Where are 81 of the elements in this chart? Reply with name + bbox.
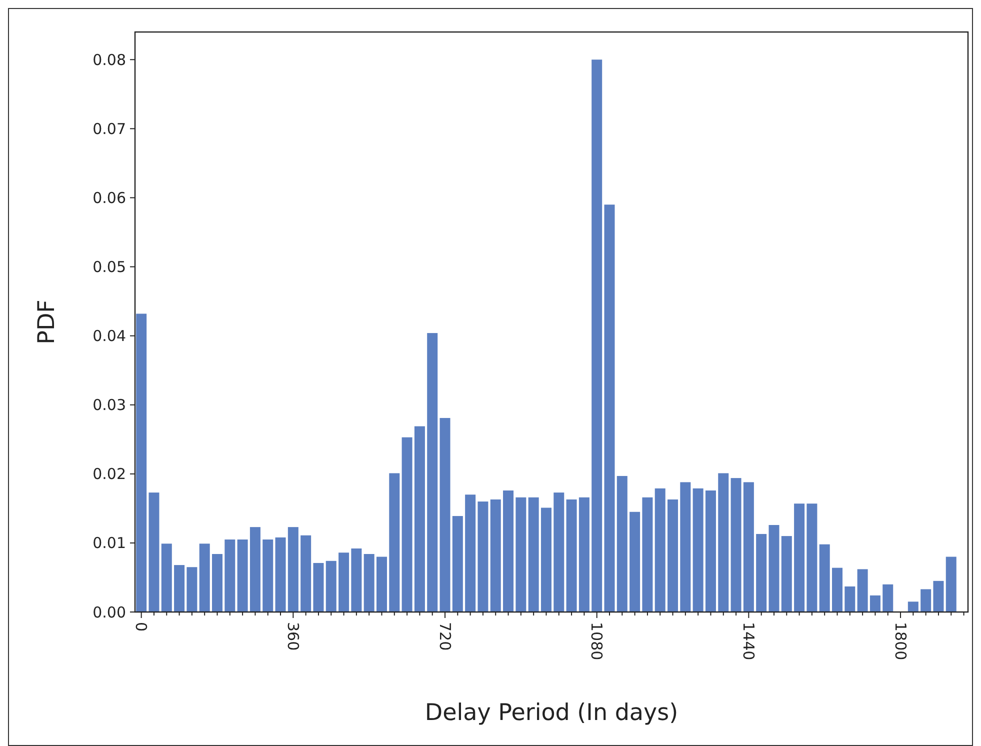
- bar: [920, 589, 932, 612]
- bar: [440, 418, 450, 612]
- bar: [743, 482, 754, 612]
- bar: [642, 497, 653, 612]
- y-tick-label: 0.06: [92, 188, 126, 207]
- bar: [326, 560, 336, 612]
- bar: [705, 490, 716, 612]
- y-tick-label: 0.07: [92, 120, 126, 138]
- bar: [148, 492, 160, 612]
- x-tick-label: 1080: [588, 622, 606, 660]
- bar: [199, 544, 210, 612]
- y-tick-label: 0.05: [92, 258, 126, 276]
- bar: [376, 556, 387, 612]
- bar: [402, 437, 412, 612]
- bar: [554, 492, 564, 612]
- x-tick-label: 1800: [891, 622, 910, 660]
- bar: [186, 567, 198, 612]
- bar: [680, 482, 691, 612]
- bar: [882, 584, 894, 612]
- x-tick-label: 1440: [739, 622, 758, 660]
- bar: [161, 544, 172, 612]
- y-tick-label: 0.01: [92, 534, 126, 552]
- bar: [212, 554, 222, 612]
- bar: [908, 602, 918, 612]
- bar: [490, 499, 501, 612]
- bar: [946, 556, 956, 612]
- bar: [692, 488, 704, 612]
- bar: [338, 552, 350, 612]
- bar: [224, 540, 236, 612]
- bar: [819, 544, 830, 612]
- bar: [528, 497, 539, 612]
- bar: [781, 536, 792, 612]
- bar: [174, 565, 185, 612]
- y-tick-label: 0.02: [92, 465, 126, 484]
- bar: [933, 580, 944, 612]
- x-tick-label: 360: [284, 622, 302, 651]
- y-tick-label: 0.03: [92, 396, 126, 414]
- y-tick-label: 0.04: [92, 327, 126, 346]
- x-axis-title: Delay Period (In days): [424, 700, 678, 726]
- bar: [578, 497, 590, 612]
- bar: [566, 499, 577, 612]
- bar: [275, 537, 286, 612]
- bar: [478, 502, 488, 612]
- y-axis-title: PDF: [34, 300, 60, 344]
- bar: [414, 426, 425, 612]
- bar: [870, 595, 880, 612]
- bar: [262, 540, 274, 612]
- bar: [768, 525, 780, 612]
- bar: [857, 569, 868, 612]
- bar: [389, 473, 400, 612]
- bar: [616, 476, 628, 612]
- bar: [237, 540, 248, 612]
- bar: [654, 488, 666, 612]
- bar: [718, 473, 729, 612]
- bar: [288, 527, 298, 612]
- bar: [730, 478, 742, 612]
- bar: [136, 314, 147, 612]
- bar: [540, 508, 552, 612]
- bar: [427, 333, 438, 612]
- bar: [794, 504, 805, 612]
- bar: [465, 494, 476, 612]
- x-tick-label: 720: [436, 622, 454, 651]
- bar: [300, 535, 312, 612]
- y-tick-label: 0.00: [92, 603, 126, 622]
- bar: [250, 527, 260, 612]
- y-tick-label: 0.08: [92, 50, 126, 69]
- bar: [503, 490, 514, 612]
- bar: [756, 534, 767, 612]
- bar: [313, 562, 324, 612]
- bar: [364, 554, 374, 612]
- x-tick-label: 0: [132, 622, 150, 632]
- bar: [844, 586, 856, 612]
- bar: [604, 204, 615, 612]
- bar: [516, 497, 526, 612]
- bar: [832, 568, 842, 612]
- bar: [592, 60, 602, 612]
- bar: [351, 548, 362, 612]
- bar: [668, 499, 678, 612]
- bar: [806, 504, 818, 612]
- bar: [452, 516, 463, 612]
- bar: [630, 512, 640, 612]
